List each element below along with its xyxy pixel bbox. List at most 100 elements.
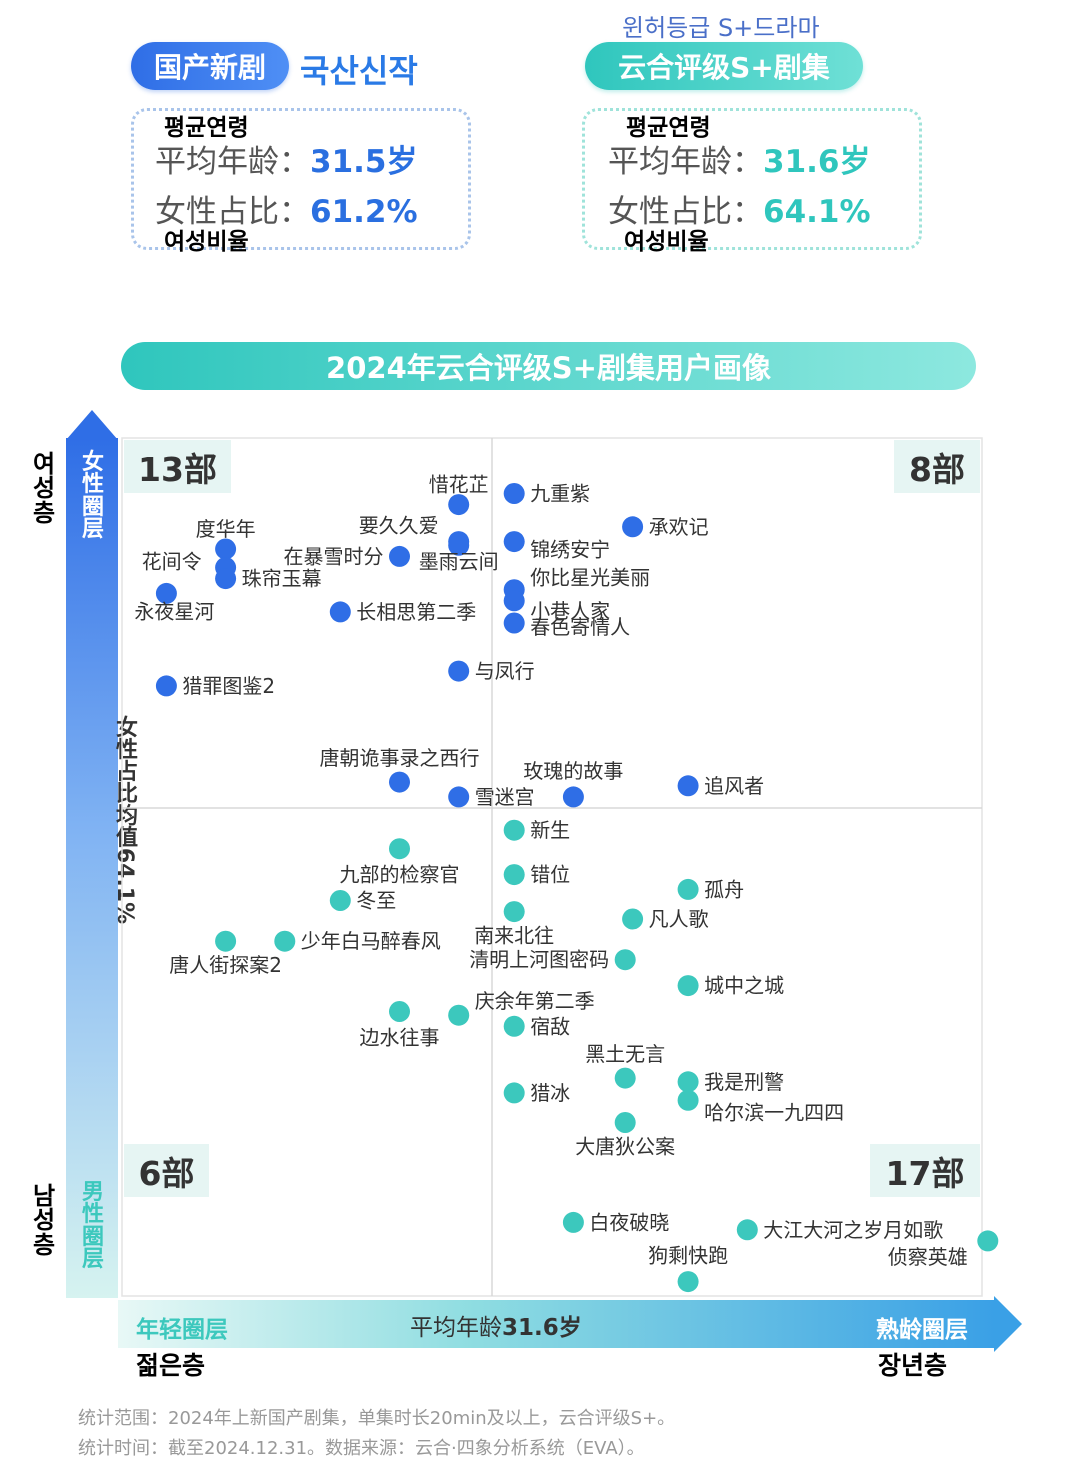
s-plus-dramas-pill: 云合评级S+剧集: [585, 42, 863, 90]
data-point: [389, 545, 410, 567]
data-point-label: 新生: [530, 818, 570, 842]
female-ratio-value: 61.2%: [310, 194, 418, 230]
data-point-label: 侦察英雄: [888, 1245, 968, 1269]
data-point: [389, 838, 410, 860]
data-point-label: 承欢记: [649, 515, 709, 539]
quadrant-count-top-left: 13部: [124, 440, 231, 493]
data-point-label: 长相思第二季: [356, 600, 476, 624]
data-point: [448, 494, 470, 516]
data-point: [622, 516, 644, 538]
data-point-label: 宿敌: [530, 1014, 570, 1038]
data-point: [503, 1082, 525, 1104]
data-point-label: 凡人歌: [649, 907, 709, 931]
data-point-label: 白夜破晓: [589, 1210, 669, 1234]
data-point: [329, 890, 351, 911]
domestic-female-ratio: 女性占比：61.2%: [155, 186, 418, 231]
data-point-label: 追风者: [704, 774, 764, 798]
data-point: [677, 878, 699, 900]
data-point-label: 度华年: [196, 517, 256, 541]
data-point: [215, 568, 237, 590]
x-axis-mean-prefix: 平均年龄: [410, 1315, 502, 1341]
domestic-female-korean-label: 여성비율: [164, 229, 249, 255]
data-point-label: 唐人街探案2: [169, 953, 282, 977]
chart-title: 2024年云合评级S+剧集用户画像: [121, 342, 976, 390]
data-point: [503, 612, 525, 634]
average-age-label: 平均年龄：: [155, 144, 310, 180]
domestic-average-age: 平均年龄：31.5岁: [155, 136, 418, 181]
data-point-label: 孤舟: [704, 877, 744, 901]
data-point-label: 锦绣安宁: [530, 538, 610, 562]
s-plus-female-ratio: 女性占比：64.1%: [608, 186, 871, 231]
plot-frame: [121, 437, 983, 1297]
data-point: [677, 975, 699, 997]
data-point-label: 雪迷宫: [475, 785, 535, 809]
data-point: [155, 675, 177, 697]
data-point: [977, 1230, 999, 1252]
data-point-label: 与凤行: [475, 659, 535, 683]
data-point: [503, 531, 525, 553]
data-point: [562, 786, 584, 808]
data-point-label: 边水往事: [360, 1026, 440, 1050]
quadrant-count-bottom-right: 17部: [870, 1144, 980, 1197]
x-axis-mature-korean-label: 장년층: [878, 1351, 948, 1380]
y-axis-male-korean-label: 남성층: [32, 1182, 56, 1259]
y-axis-arrow-head: [66, 410, 118, 440]
data-point-label: 我是刑警: [704, 1070, 784, 1094]
data-point: [215, 538, 237, 560]
data-point: [448, 786, 470, 808]
data-point: [677, 775, 699, 797]
data-point-label: 城中之城: [704, 974, 784, 998]
data-point: [448, 531, 470, 553]
data-point-label: 珠帘玉幕: [242, 567, 322, 591]
data-point-label: 花间令: [142, 550, 202, 574]
data-point-label: 狗剩快跑: [648, 1244, 728, 1268]
domestic-stats-box: [131, 108, 471, 250]
data-point: [274, 930, 296, 952]
data-point-label: 哈尔滨一九四四: [704, 1100, 844, 1124]
y-axis-arrow: [66, 438, 118, 1298]
s-plus-average-age: 平均年龄：31.6岁: [608, 136, 871, 181]
data-point-label: 猎冰: [530, 1081, 570, 1105]
x-axis-young-korean-label: 젊은층: [136, 1351, 206, 1380]
data-point: [614, 949, 636, 971]
y-axis-female-label: 女性圈层: [81, 450, 104, 543]
data-point: [614, 1112, 636, 1133]
data-point-label: 庆余年第二季: [475, 989, 595, 1013]
s-plus-female-korean-label: 여성비율: [624, 229, 709, 255]
data-point: [389, 771, 410, 793]
domestic-new-dramas-pill: 国产新剧: [131, 42, 289, 90]
data-point: [329, 601, 351, 623]
data-point-label: 小巷人家: [530, 599, 610, 623]
data-point-label: 唐朝诡事录之西行: [320, 746, 480, 770]
female-ratio-label: 女性占比：: [608, 194, 763, 230]
quadrant-count-bottom-left: 6部: [124, 1144, 209, 1197]
s-plus-stats-box: [582, 108, 922, 250]
data-point: [503, 483, 525, 504]
s-plus-age-korean-label: 평균연령: [626, 115, 711, 141]
data-point-label: 春色寄情人: [530, 615, 630, 639]
data-point: [503, 819, 525, 841]
female-ratio-label: 女性占比：: [155, 194, 310, 230]
data-point-label: 你比星光美丽: [530, 566, 650, 590]
data-point-label: 清明上河图密码: [469, 948, 609, 972]
data-point-label: 冬至: [356, 889, 396, 913]
data-point-label: 在暴雪时分: [284, 544, 384, 568]
y-axis-male-label: 男性圈层: [81, 1180, 104, 1273]
data-point: [503, 1015, 525, 1037]
data-point-label: 要久久爱: [359, 513, 439, 537]
x-axis-mature-label: 熟龄圈层: [876, 1317, 968, 1343]
data-point-label: 大江大河之岁月如歌: [763, 1218, 943, 1242]
female-ratio-value: 64.1%: [763, 194, 871, 230]
average-age-value: 31.5岁: [310, 144, 418, 180]
s-plus-dramas-korean-title: 윈허등급 S+드라마: [622, 14, 820, 42]
footnote-scope: 统计范围：2024年上新国产剧集，单集时长20min及以上，云合评级S+。: [78, 1408, 676, 1429]
quadrant-count-top-right: 8部: [894, 440, 980, 493]
data-point-label: 南来北往: [474, 924, 554, 948]
domestic-age-korean-label: 평균연령: [164, 115, 249, 141]
average-age-label: 平均年龄：: [608, 144, 763, 180]
data-point: [622, 908, 644, 930]
data-point: [677, 1271, 699, 1293]
data-point-label: 九重紫: [530, 482, 590, 506]
